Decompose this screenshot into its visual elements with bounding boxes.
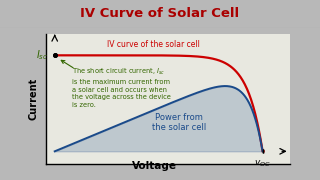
Text: Voltage: Voltage [132,161,177,171]
Text: The short circuit current, $I_{sc}$
is the maximum current from
a solar cell and: The short circuit current, $I_{sc}$ is t… [72,67,171,108]
Text: Current: Current [28,78,38,120]
Text: IV curve of the solar cell: IV curve of the solar cell [107,40,200,49]
Text: $I_{sc}$: $I_{sc}$ [36,48,48,62]
Text: $v_{OC}$: $v_{OC}$ [254,159,271,169]
Text: Power from
the solar cell: Power from the solar cell [152,113,206,132]
Text: IV Curve of Solar Cell: IV Curve of Solar Cell [80,7,240,20]
